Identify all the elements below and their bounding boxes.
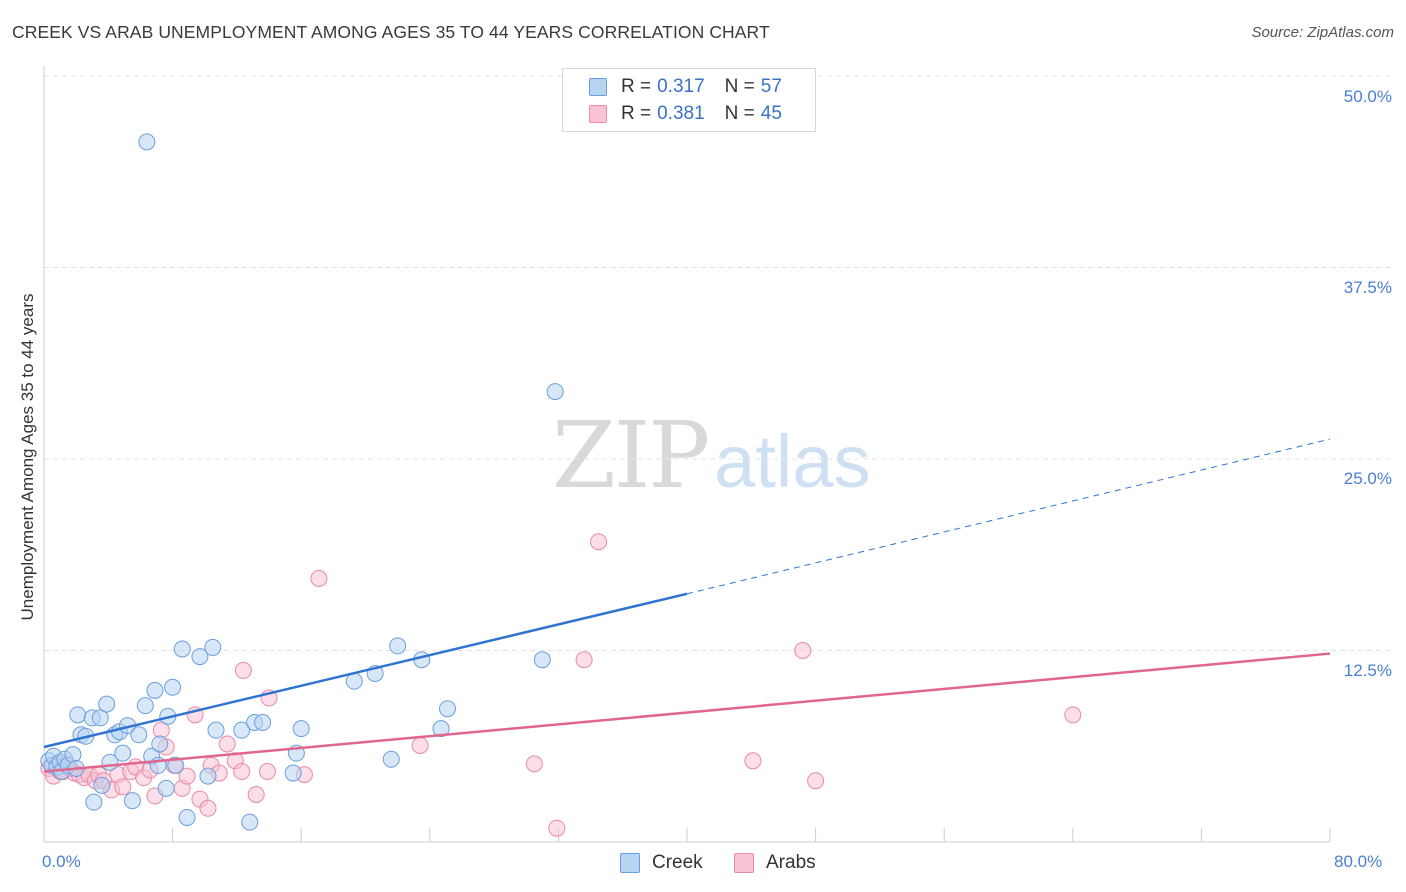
- creek-point-38: [199, 767, 217, 785]
- creek-point-24: [130, 726, 148, 744]
- arabs-point-34: [233, 763, 251, 781]
- legend-creek-n-label: N =: [724, 76, 755, 97]
- arabs-point-26: [178, 767, 196, 785]
- legend-arabs-r-label: R =: [621, 103, 652, 124]
- creek-point-39: [204, 638, 222, 656]
- creek-point-21: [114, 744, 132, 762]
- arabs-point-29: [199, 799, 217, 817]
- creek-point-41: [233, 721, 251, 739]
- creek-point-26: [138, 133, 156, 151]
- y-tick-label-50: 50.0%: [1343, 87, 1392, 106]
- arabs-point-47: [794, 642, 812, 659]
- creek-point-28: [146, 681, 164, 699]
- creek-point-50: [382, 750, 400, 768]
- series-legend: Creek Arabs: [0, 852, 1406, 878]
- arabs-point-49: [1064, 706, 1082, 724]
- creek-point-36: [178, 808, 196, 826]
- arabs-point-37: [258, 763, 276, 781]
- legend-item-arabs[interactable]: Arabs: [734, 852, 816, 874]
- legend-creek-r-value: 0.317: [657, 76, 705, 97]
- creek-swatch-icon: [589, 78, 607, 96]
- arabs-point-40: [310, 569, 328, 587]
- creek-point-51: [389, 637, 407, 655]
- creek-point-52: [413, 651, 431, 669]
- arabs-point-32: [218, 735, 236, 753]
- arabs-point-36: [247, 786, 265, 804]
- y-tick-label-25: 25.0%: [1343, 469, 1392, 488]
- creek-point-55: [533, 651, 551, 669]
- arabs-point-43: [548, 819, 566, 837]
- chart-title: CREEK VS ARAB UNEMPLOYMENT AMONG AGES 35…: [12, 22, 770, 42]
- legend-creek-r-label: R =: [621, 76, 652, 97]
- arabs-point-16: [114, 778, 132, 796]
- creek-point-30: [151, 735, 169, 753]
- creek-point-10: [69, 706, 87, 724]
- creek-legend-swatch-icon: [620, 853, 640, 873]
- arabs-point-42: [525, 755, 543, 773]
- arabs-point-35: [234, 661, 252, 679]
- watermark: ZIPatlas: [552, 402, 870, 509]
- legend-creek-label: Creek: [652, 852, 703, 873]
- creek-point-23: [123, 792, 141, 810]
- creek-point-17: [98, 695, 116, 713]
- creek-point-44: [254, 714, 272, 732]
- legend-arabs-n-value: 45: [760, 103, 782, 124]
- arabs-swatch-icon: [589, 105, 607, 123]
- arabs-point-41: [411, 736, 429, 754]
- creek-point-56: [546, 383, 564, 401]
- creek-point-31: [157, 779, 175, 797]
- creek-point-8: [64, 746, 82, 764]
- creek-trend-line: [43, 592, 688, 749]
- creek-point-15: [91, 709, 109, 727]
- creek-point-35: [173, 640, 191, 658]
- creek-point-45: [284, 764, 302, 782]
- arabs-point-44: [575, 651, 593, 669]
- creek-point-33: [164, 678, 182, 696]
- legend-creek-n-value: 57: [760, 76, 782, 97]
- y-axis-label: Unemployment Among Ages 35 to 44 years: [18, 293, 37, 621]
- legend-arabs-label: Arabs: [766, 852, 816, 873]
- creek-point-34: [167, 756, 185, 774]
- creek-point-16: [93, 776, 111, 794]
- creek-point-47: [292, 720, 310, 738]
- creek-point-14: [85, 793, 103, 811]
- x-tick-label-0: 0.0%: [42, 852, 81, 871]
- creek-point-54: [438, 700, 456, 718]
- arabs-trend-line: [43, 652, 1331, 773]
- creek-point-40: [207, 721, 225, 739]
- y-tick-label-12-5: 12.5%: [1343, 661, 1392, 680]
- y-tick-label-37-5: 37.5%: [1343, 278, 1392, 297]
- x-tick-label-80: 80.0%: [1334, 852, 1383, 871]
- watermark-zip: ZIP: [552, 402, 710, 509]
- legend-row-arabs: R = 0.381 N = 45: [589, 103, 782, 125]
- legend-arabs-n-label: N =: [724, 103, 755, 124]
- creek-trend-extension: [686, 438, 1331, 595]
- legend-arabs-r-value: 0.381: [657, 103, 705, 124]
- creek-point-37: [191, 648, 209, 666]
- legend-item-creek[interactable]: Creek: [620, 852, 703, 874]
- arabs-legend-swatch-icon: [734, 853, 754, 873]
- arabs-point-45: [590, 533, 608, 551]
- source-label[interactable]: Source: ZipAtlas.com: [1251, 24, 1394, 41]
- creek-point-25: [136, 697, 154, 715]
- correlation-legend: R = 0.317 N = 57 R = 0.381 N = 45: [562, 68, 816, 132]
- watermark-atlas: atlas: [714, 420, 871, 503]
- arabs-point-48: [807, 772, 825, 790]
- creek-point-42: [241, 813, 259, 831]
- legend-row-creek: R = 0.317 N = 57: [589, 76, 782, 98]
- creek-point-53: [432, 720, 450, 738]
- arabs-point-46: [744, 752, 762, 770]
